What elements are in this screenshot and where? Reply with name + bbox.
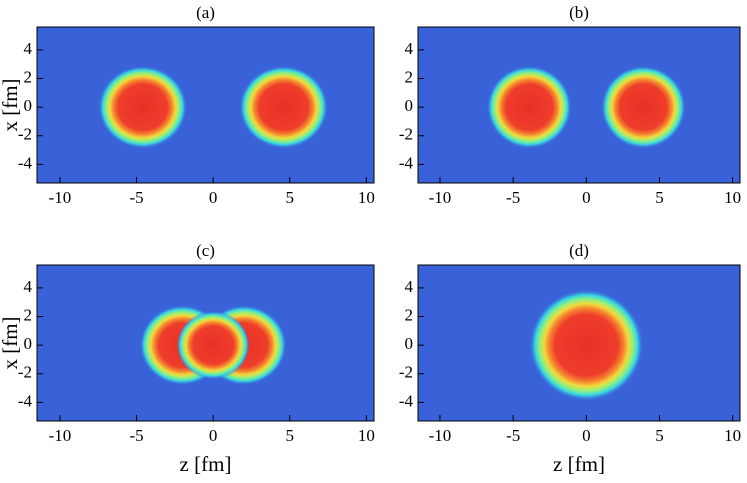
density-field: [139, 305, 287, 386]
panel: -10 -5 0 5 10 -4 -2 0 2 4 (c) x [fm] z [fm]: [0, 241, 375, 476]
x-tick-label: -5: [129, 426, 143, 445]
y-tick-label: -2: [18, 125, 32, 144]
y-tick-label: 4: [24, 39, 33, 58]
y-tick-label: 4: [405, 39, 414, 58]
y-tick-label: -4: [18, 153, 33, 172]
y-tick-label: -4: [399, 391, 414, 410]
x-tick-label: 5: [655, 426, 664, 445]
x-tick-label: -5: [129, 188, 143, 207]
y-tick-label: 2: [24, 67, 33, 86]
panel-title: (b): [569, 3, 589, 22]
panel-title: (c): [196, 241, 215, 260]
x-tick-label: -5: [506, 426, 520, 445]
x-axis-label: z [fm]: [180, 452, 232, 476]
x-tick-label: -10: [429, 426, 452, 445]
x-tick-label: 0: [582, 188, 591, 207]
density-blob: [239, 65, 329, 149]
y-tick-label: -4: [399, 153, 414, 172]
x-tick-label: 10: [724, 188, 741, 207]
plot-frame: [417, 26, 741, 184]
density-blob: [98, 65, 188, 149]
x-tick-label: 5: [655, 188, 664, 207]
y-tick-label: 2: [24, 305, 33, 324]
y-tick-label: 2: [405, 67, 414, 86]
y-tick-label: 0: [24, 334, 33, 353]
y-axis-label: x [fm]: [0, 316, 22, 369]
y-tick-label: 4: [24, 277, 33, 296]
plot-background: [418, 27, 740, 183]
panel: -10 -5 0 5 10 -4 -2 0 2 4 (a) x [fm]: [0, 3, 375, 207]
y-tick-label: -4: [18, 391, 33, 410]
y-tick-label: 0: [405, 334, 414, 353]
density-blob: [176, 310, 250, 380]
density-blob: [486, 65, 572, 149]
plot-frame: [36, 264, 375, 422]
density-field: [98, 65, 329, 149]
x-tick-label: -5: [506, 188, 520, 207]
density-blob: [529, 289, 644, 401]
x-tick-label: 5: [286, 426, 295, 445]
y-axis-label: x [fm]: [0, 78, 22, 131]
plot-frame: [36, 26, 375, 184]
x-tick-label: 0: [209, 426, 218, 445]
panel: -10 -5 0 5 10 -4 -2 0 2 4 (b): [399, 3, 741, 207]
panel-title: (d): [569, 241, 589, 260]
x-tick-label: 5: [286, 188, 295, 207]
x-tick-label: 10: [724, 426, 741, 445]
density-field: [529, 289, 644, 401]
panel-title: (a): [196, 3, 215, 22]
x-tick-label: -10: [49, 188, 72, 207]
x-tick-label: 0: [582, 426, 591, 445]
y-tick-label: -2: [18, 363, 32, 382]
y-tick-label: 0: [405, 96, 414, 115]
density-blob: [600, 65, 686, 149]
density-field: [486, 65, 686, 149]
panel: -10 -5 0 5 10 -4 -2 0 2 4 (d) z [fm]: [399, 241, 741, 476]
x-tick-label: 10: [358, 426, 375, 445]
x-tick-label: -10: [49, 426, 72, 445]
y-tick-label: 2: [405, 305, 414, 324]
y-tick-label: -2: [399, 125, 413, 144]
plot-frame: [417, 264, 741, 422]
y-tick-label: -2: [399, 363, 413, 382]
x-tick-label: 10: [358, 188, 375, 207]
y-tick-label: 0: [24, 96, 33, 115]
x-tick-label: 0: [209, 188, 218, 207]
y-tick-label: 4: [405, 277, 414, 296]
x-tick-label: -10: [429, 188, 452, 207]
x-axis-label: z [fm]: [553, 452, 605, 476]
